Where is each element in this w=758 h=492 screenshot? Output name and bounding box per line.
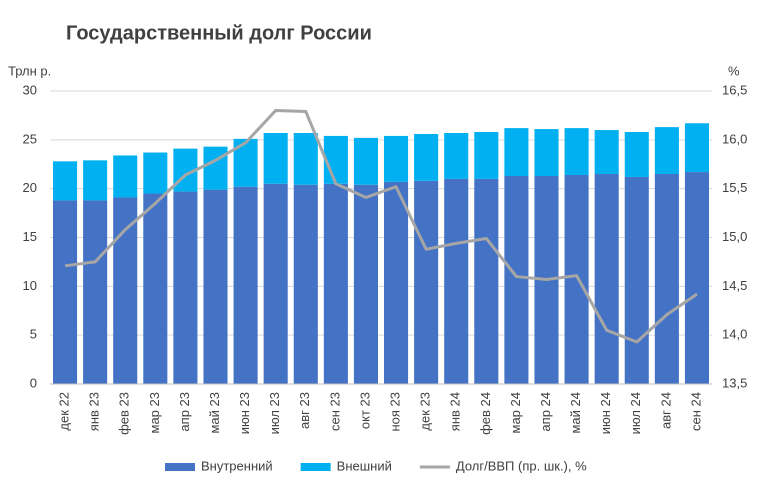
bar (414, 133, 439, 181)
y-tick-label: 0 (30, 375, 37, 390)
x-tick-label: апр 23 (177, 392, 192, 432)
y-axis-label: Трлн р. (8, 63, 51, 78)
x-tick-label: апр 24 (538, 392, 553, 432)
bar (474, 178, 499, 384)
bar (323, 135, 348, 184)
bar (203, 146, 228, 190)
y-tick-label: 20 (23, 180, 37, 195)
x-tick-label: июл 24 (628, 392, 643, 434)
x-tick-label: фев 23 (117, 392, 132, 435)
bar (444, 178, 469, 384)
y-tick-label: 15 (23, 229, 37, 244)
bar (53, 200, 78, 384)
line-series (64, 109, 698, 344)
bar (534, 129, 559, 176)
x-tick-label: июн 24 (598, 392, 613, 434)
bar (504, 175, 529, 384)
legend-swatch (165, 463, 195, 471)
bar (263, 183, 288, 384)
y2-tick-label: 14,0 (722, 327, 747, 342)
legend-swatch (300, 463, 331, 471)
bar (594, 130, 619, 175)
bar (684, 172, 709, 384)
y2-tick-label: 15,5 (722, 180, 747, 195)
bar (173, 191, 198, 384)
bar (113, 155, 138, 198)
x-tick-label: май 23 (207, 392, 222, 434)
y2-tick-label: 14,5 (722, 278, 747, 293)
bar (293, 132, 318, 185)
x-tick-label: мар 23 (147, 392, 162, 433)
legend-label: Внешний (337, 458, 392, 473)
x-tick-label: фев 24 (478, 392, 493, 435)
x-tick-label: дек 23 (418, 392, 433, 431)
bar (263, 132, 288, 184)
y2-tick-label: 16,5 (722, 82, 747, 97)
y2-tick-label: 15,0 (722, 229, 747, 244)
x-tick-label: окт 23 (357, 392, 372, 429)
bar (233, 186, 258, 384)
bar (53, 161, 78, 201)
bar (353, 184, 378, 384)
y2-tick-label: 16,0 (722, 131, 747, 146)
y2-tick-label: 13,5 (722, 375, 747, 390)
legend-label: Долг/ВВП (пр. шк.), % (456, 458, 587, 473)
bar (444, 132, 469, 179)
bar (684, 123, 709, 173)
y-tick-label: 25 (23, 131, 37, 146)
y-tick-label: 10 (23, 278, 37, 293)
bar (624, 132, 649, 177)
x-tick-label: авг 23 (297, 392, 312, 429)
x-tick-label: сен 23 (327, 392, 342, 431)
bar (113, 197, 138, 384)
bar (323, 183, 348, 384)
x-tick-label: янв 23 (87, 392, 102, 431)
y-tick-label: 30 (23, 82, 37, 97)
chart-title: Государственный долг России (66, 22, 372, 44)
bar (654, 127, 679, 175)
x-tick-label: дек 22 (56, 392, 71, 431)
bar (83, 160, 108, 201)
bar (384, 135, 409, 182)
bar (594, 174, 619, 384)
x-tick-label: янв 24 (448, 392, 463, 431)
bar (504, 128, 529, 176)
bar (564, 174, 589, 384)
x-tick-label: июн 23 (237, 392, 252, 434)
bar (474, 132, 499, 179)
bar (293, 184, 318, 384)
bar (564, 128, 589, 175)
bar (654, 174, 679, 384)
x-tick-label: мар 24 (508, 392, 523, 433)
bar (353, 137, 378, 185)
x-tick-label: авг 24 (658, 392, 673, 429)
bar (143, 152, 168, 194)
bar (203, 189, 228, 384)
y-tick-label: 5 (30, 327, 37, 342)
x-tick-label: ноя 23 (387, 392, 402, 432)
legend-label: Внутренний (201, 458, 273, 473)
bar (414, 180, 439, 384)
bar (384, 181, 409, 384)
x-tick-label: сен 24 (688, 392, 703, 431)
bar (143, 193, 168, 384)
x-tick-label: июл 23 (267, 392, 282, 434)
y2-axis-label: % (728, 63, 740, 78)
x-tick-label: май 24 (568, 392, 583, 434)
bar (83, 200, 108, 384)
bar (624, 176, 649, 384)
